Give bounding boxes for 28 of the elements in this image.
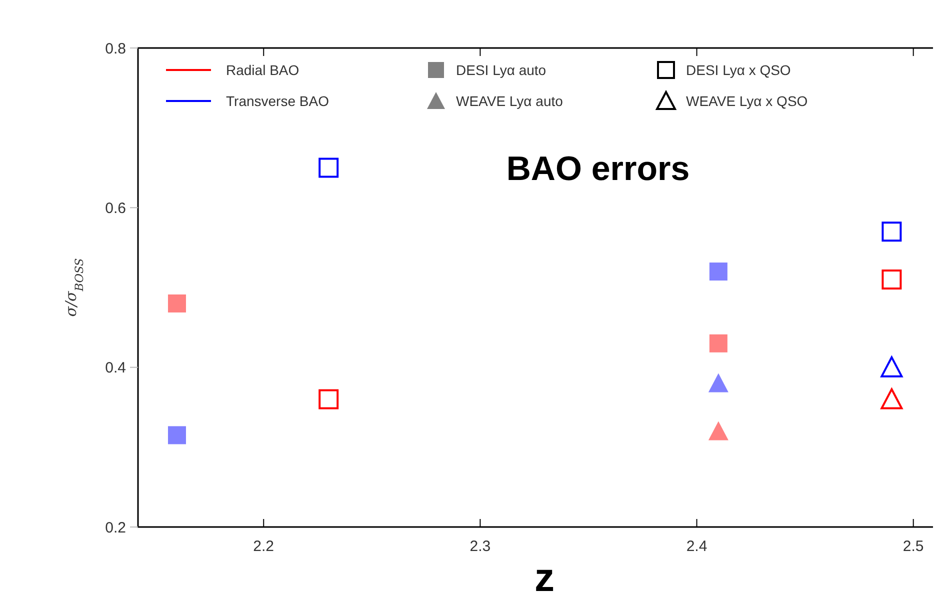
point (168, 426, 186, 444)
point (708, 421, 728, 440)
annotation: Radial BAO (226, 62, 300, 78)
x-tick-label: 2.2 (253, 538, 274, 555)
y-tick-label: 0.2 (105, 519, 126, 536)
y-tick-label: 0.6 (105, 200, 126, 217)
annotation: DESI Lyα x QSO (686, 62, 791, 78)
x-axis-title: z (534, 556, 554, 597)
point (880, 356, 903, 378)
y-tick-label: 0.8 (105, 40, 126, 58)
point (708, 373, 728, 392)
point (709, 262, 728, 281)
point (882, 222, 902, 242)
x-tick-label: 2.3 (470, 538, 491, 555)
point (880, 388, 903, 410)
point (709, 334, 728, 352)
annotation: DESI Lyα auto (456, 62, 546, 78)
point (318, 158, 339, 178)
x-tick-label: 2.4 (686, 538, 708, 555)
point (882, 270, 902, 290)
point (168, 294, 186, 312)
annotation: Transverse BAO (226, 92, 330, 109)
x-tick-label: 2.5 (902, 538, 924, 555)
y-tick-label: 0.4 (105, 360, 126, 377)
point (318, 389, 339, 410)
text: BAO errors (506, 150, 690, 188)
annotation: WEAVE Lyα x QSO (686, 92, 808, 109)
annotation: WEAVE Lyα auto (456, 92, 564, 109)
